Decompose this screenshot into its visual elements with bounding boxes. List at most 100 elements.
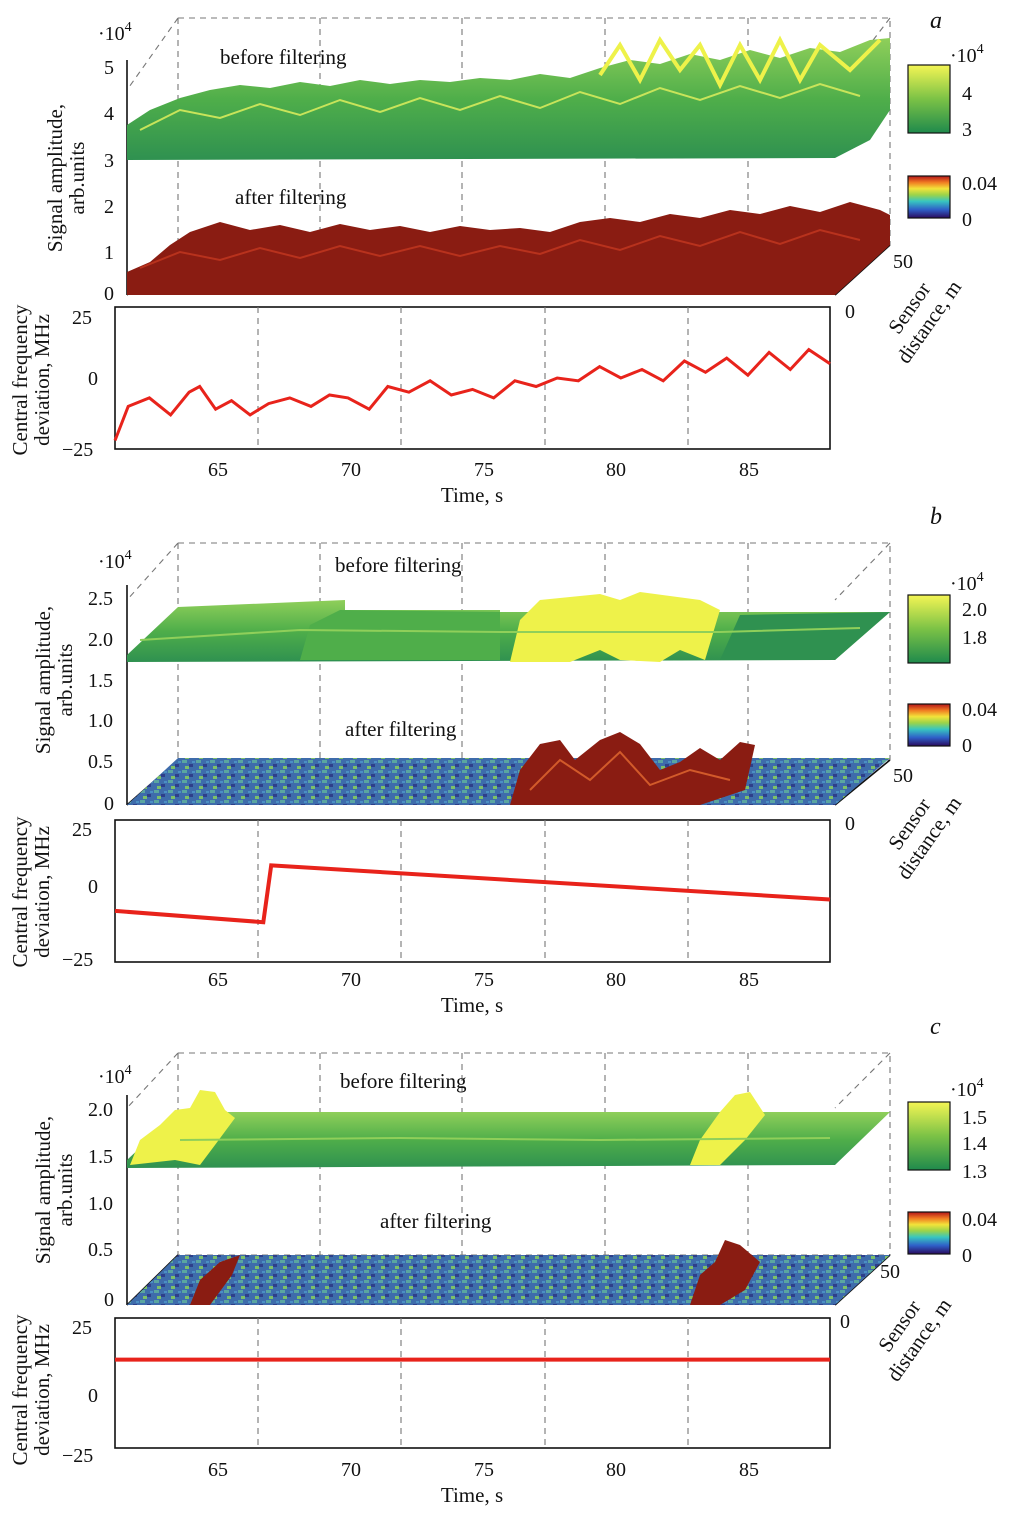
frequency-line-b [114,863,831,925]
y-tick-label: 0.5 [88,751,113,773]
colorbar-before-b: ·104 2.0 1.8 [907,570,987,664]
x-tick-label: 85 [739,1459,759,1481]
ylabel-line2: arb.units [53,1154,77,1227]
colorbar-exponent: ·104 [950,570,984,595]
y-ticks-c: 25 0 −25 [62,1317,98,1467]
y-tick-label: 2.0 [88,1099,113,1121]
surface-y-ticks-b: 2.5 2.0 1.5 1.0 0.5 0 [88,588,114,815]
x-grid-b [257,820,689,962]
ylabel-line1: Signal amplitude, [31,606,55,754]
colorbar-after-b: 0.04 0 [907,699,997,757]
y-ticks-b: 25 0 −25 [62,819,98,971]
colorbar-tick: 0 [962,209,972,231]
surface-ylabel-a: Signal amplitude, arb.units [43,104,89,252]
colorbar-exponent: ·104 [950,42,984,67]
colorbar-tick: 3 [962,119,972,141]
y-tick-label: −25 [62,1445,93,1467]
y-tick-label: 2 [104,196,114,218]
ylabel-line1: Signal amplitude, [43,104,67,252]
panel-c: c 2.0 1.5 1.0 0.5 0 ·104 Signal amplitud… [8,1014,997,1507]
depth-tick-50-b: 50 [893,765,913,787]
y-tick-label: 0 [104,793,114,815]
y-tick-label: 1.0 [88,1193,113,1215]
label-after-filtering-b: after filtering [345,717,457,741]
x-tick-label: 85 [739,459,759,481]
x-axis-label-b: Time, s [441,993,503,1017]
colorbar-tick: 1.8 [962,627,987,649]
colorbar-before-a: ·104 4 3 [907,42,984,141]
depth-label-a: Sensor distance, m [883,276,966,368]
surface-ylabel-c: Signal amplitude, arb.units [31,1116,77,1264]
y-tick-label: 4 [104,103,114,125]
x-tick-label: 70 [341,969,361,991]
y-tick-label: 0.5 [88,1239,113,1261]
depth-label-b: Sensor distance, m [883,792,966,884]
x-axis-label-a: Time, s [441,483,503,507]
y-tick-label: −25 [62,439,93,461]
depth-label-c: Sensor distance, m [873,1294,956,1386]
x-ticks-c: 65 70 75 80 85 [208,1459,759,1481]
panel-a: a 5 4 3 2 1 0 ·104 Signal amplitude, arb [8,8,997,507]
surface-before-a [127,35,890,160]
surface-after-b [127,732,890,805]
y-tick-label: 0 [88,1385,98,1407]
x-tick-label: 65 [208,1459,228,1481]
panel-letter-b: b [930,504,942,530]
y-tick-label: 25 [72,1317,92,1339]
surface-exponent-c: ·104 [98,1063,132,1088]
x-grid-a [257,307,689,449]
y-tick-label: 2.5 [88,588,113,610]
panel-letter-c: c [930,1014,941,1040]
surface-exponent-b: ·104 [98,548,132,573]
depth-tick-0-b: 0 [845,813,855,835]
x-tick-label: 80 [606,969,626,991]
line-plot-b: 25 0 −25 Central frequency deviation, MH… [8,816,831,1017]
y-tick-label: 5 [104,57,114,79]
y-tick-label: 25 [72,819,92,841]
surface-frame-b [126,542,891,806]
depth-tick-0-c: 0 [840,1311,850,1333]
colorbar-exponent: ·104 [950,1076,984,1101]
surface-ylabel-b: Signal amplitude, arb.units [31,606,77,754]
ylabel-line2: deviation, MHz [30,826,54,958]
colorbar-tick: 1.5 [962,1107,987,1129]
surface-before-b [127,592,890,662]
label-before-filtering-c: before filtering [340,1069,467,1093]
surface-y-ticks-c: 2.0 1.5 1.0 0.5 0 [88,1099,114,1311]
ylabel-line1: Central frequency [8,304,32,456]
x-tick-label: 85 [739,969,759,991]
ylabel-line1: Signal amplitude, [31,1116,55,1264]
colorbar-after-a: 0.04 0 [907,173,997,231]
label-after-filtering-c: after filtering [380,1209,492,1233]
x-tick-label: 70 [341,459,361,481]
line-ylabel-b: Central frequency deviation, MHz [8,816,54,968]
panel-letter-a: a [930,8,942,34]
surface-y-ticks-a: 5 4 3 2 1 0 [104,57,114,305]
colorbar-after-c: 0.04 0 [907,1209,997,1267]
line-plot-c: 25 0 −25 Central frequency deviation, MH… [8,1314,831,1507]
label-before-filtering-a: before filtering [220,45,347,69]
y-tick-label: 1.5 [88,1146,113,1168]
y-tick-label: −25 [62,949,93,971]
y-tick-label: 0 [104,1289,114,1311]
depth-tick-50-a: 50 [893,251,913,273]
surface-before-c [127,1090,890,1168]
y-tick-label: 1 [104,242,114,264]
y-tick-label: 2.0 [88,629,113,651]
x-tick-label: 75 [474,1459,494,1481]
x-tick-label: 65 [208,459,228,481]
colorbar-tick: 0 [962,1245,972,1267]
line-plot-a: 25 0 −25 Central frequency deviation, MH… [8,304,831,507]
x-ticks-b: 65 70 75 80 85 [208,969,759,991]
ylabel-line1: Central frequency [8,816,32,968]
y-ticks-a: 25 0 −25 [62,307,98,461]
y-tick-label: 1.0 [88,710,113,732]
x-tick-label: 80 [606,1459,626,1481]
x-axis-label-c: Time, s [441,1483,503,1507]
colorbar-tick: 1.3 [962,1161,987,1183]
ylabel-line2: arb.units [53,644,77,717]
label-before-filtering-b: before filtering [335,553,462,577]
y-tick-label: 1.5 [88,670,113,692]
colorbar-tick: 0 [962,735,972,757]
